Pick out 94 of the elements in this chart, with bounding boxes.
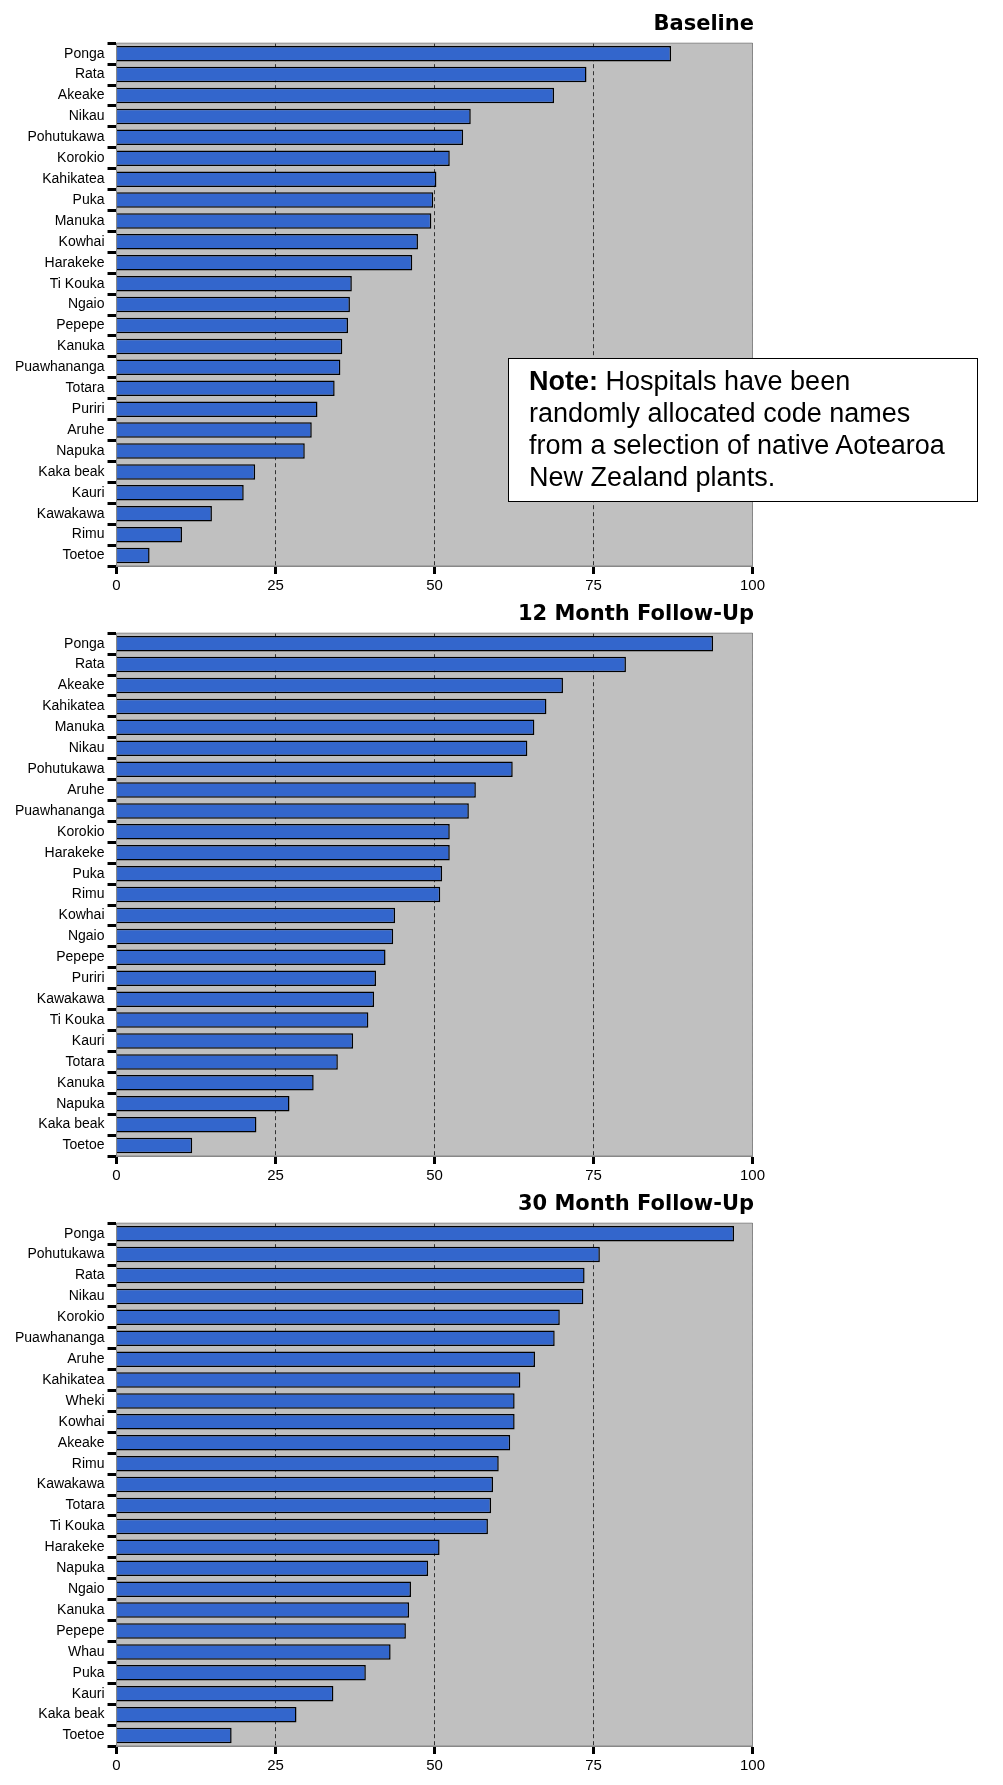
chart-title: 30 Month Follow-Up [517,1191,754,1216]
y-tick-label: Nikau [68,107,105,124]
x-tick-label: 25 [267,1756,284,1774]
y-tick-label: Korokio [57,1308,105,1325]
y-tick-label: Puawhananga [14,358,105,375]
y-tick-label: Rimu [71,525,105,542]
y-tick-label: Aruhe [67,780,105,797]
y-tick-label: Ngaio [67,295,105,312]
y-tick-label: Ti Kouka [49,1517,105,1534]
y-tick-label: Napuka [56,1094,105,1111]
y-tick-label: Rata [74,1266,105,1283]
y-tick-label: Rimu [71,1454,105,1471]
x-tick-label: 50 [426,576,443,594]
y-tick-label: Napuka [56,441,105,458]
x-tick-label: 100 [739,1756,765,1774]
y-tick-label: Korokio [57,822,105,839]
y-tick-label: Kauri [71,1031,105,1048]
x-tick-label: 100 [739,576,765,594]
x-tick-label: 25 [267,576,284,594]
y-tick-label: Kahikatea [42,1370,105,1387]
y-tick-label: Totara [65,1052,105,1069]
y-tick-label: Aruhe [67,420,105,437]
y-tick-label: Whau [67,1642,105,1659]
y-tick-label: Ti Kouka [49,274,105,291]
y-tick-label: Ngaio [67,927,105,944]
chart-title: Baseline [653,11,754,36]
y-tick-label: Manuka [54,718,105,735]
y-tick-label: Akeake [57,86,105,103]
y-tick-label: Kawakawa [36,990,105,1007]
y-tick-label: Napuka [56,1559,105,1576]
y-tick-label: Toetoe [62,1136,105,1153]
y-tick-label: Rimu [71,885,105,902]
x-tick-label: 50 [426,1756,443,1774]
x-tick-label: 0 [112,1756,121,1774]
y-tick-label: Kaka beak [38,462,106,479]
y-tick-label: Kowhai [58,906,105,923]
y-tick-label: Totara [65,1496,105,1513]
y-tick-label: Puka [72,190,105,207]
y-tick-label: Ponga [64,634,105,651]
y-tick-label: Puawhananga [14,801,105,818]
y-tick-label: Manuka [54,211,105,228]
y-tick-label: Kaka beak [38,1705,106,1722]
y-tick-label: Kowhai [58,1412,105,1429]
y-tick-label: Puriri [71,400,105,417]
y-tick-label: Puka [72,1663,105,1680]
y-tick-label: Akeake [57,1433,105,1450]
y-tick-label: Kanuka [57,1600,105,1617]
y-tick-label: Totara [65,379,105,396]
y-tick-label: Pohutukawa [27,128,105,145]
y-tick-label: Kauri [71,483,105,500]
y-tick-label: Pepepe [56,948,105,965]
x-tick-label: 50 [426,1166,443,1184]
y-tick-label: Kahikatea [42,697,105,714]
y-tick-label: Pepepe [56,316,105,333]
y-tick-label: Puka [72,864,105,881]
y-tick-label: Nikau [68,739,105,756]
y-tick-label: Pepepe [56,1621,105,1638]
chart-title: 12 Month Follow-Up [517,601,754,626]
x-tick-label: 0 [112,576,121,594]
y-tick-label: Rata [74,655,105,672]
y-tick-label: Puriri [71,969,105,986]
x-tick-label: 0 [112,1166,121,1184]
y-tick-label: Kawakawa [36,1475,105,1492]
y-tick-label: Harakeke [44,253,105,270]
y-tick-label: Aruhe [67,1349,105,1366]
x-tick-label: 25 [267,1166,284,1184]
x-tick-label: 75 [585,576,602,594]
x-tick-label: 100 [739,1166,765,1184]
y-tick-label: Ngaio [67,1580,105,1597]
y-tick-label: Kowhai [58,232,105,249]
x-tick-label: 75 [585,1166,602,1184]
y-tick-label: Kaka beak [38,1115,106,1132]
y-tick-label: Kanuka [57,1073,105,1090]
y-tick-label: Akeake [57,676,105,693]
x-tick-label: 75 [585,1756,602,1774]
y-tick-label: Wheki [65,1391,105,1408]
y-tick-label: Toetoe [62,546,105,563]
annotation: Note: Hospitals have been randomly allocated code names from a selection of native Aotearoa New Zealand plants. [529,366,945,492]
y-tick-label: Kauri [71,1684,105,1701]
y-tick-label: Nikau [68,1287,105,1304]
y-tick-label: Harakeke [44,1538,105,1555]
y-tick-label: Toetoe [62,1726,105,1743]
y-tick-label: Kawakawa [36,504,105,521]
y-tick-label: Harakeke [44,843,105,860]
y-tick-label: Kahikatea [42,169,105,186]
y-tick-label: Puawhananga [14,1329,105,1346]
y-tick-label: Ti Kouka [49,1010,105,1027]
y-tick-label: Kanuka [57,337,105,354]
y-tick-label: Pohutukawa [27,1245,105,1262]
y-tick-label: Rata [74,65,105,82]
y-tick-label: Korokio [57,149,105,166]
y-tick-label: Ponga [64,44,105,61]
y-tick-label: Ponga [64,1224,105,1241]
y-tick-label: Pohutukawa [27,759,105,776]
